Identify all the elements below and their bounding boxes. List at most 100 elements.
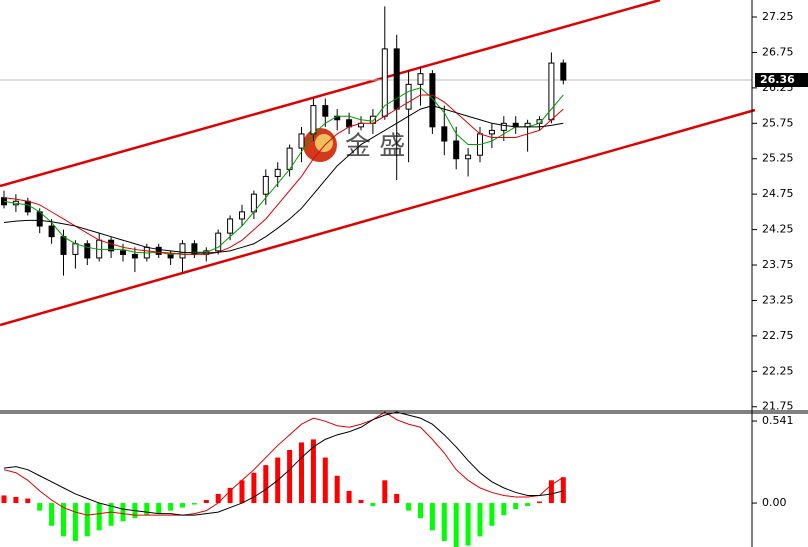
logo-inner bbox=[315, 134, 333, 152]
candle-body bbox=[417, 73, 424, 85]
histogram-bar bbox=[429, 503, 435, 531]
candle-body bbox=[453, 140, 460, 160]
histogram-bar bbox=[382, 480, 388, 504]
histogram-bar bbox=[465, 503, 471, 546]
histogram-bar bbox=[394, 493, 400, 504]
histogram-bar bbox=[441, 503, 447, 541]
y-tick-label: 25.75 bbox=[762, 116, 794, 129]
histogram-bar bbox=[334, 475, 340, 504]
candle-body bbox=[405, 83, 412, 110]
price-label-box bbox=[755, 73, 808, 87]
histogram-bar bbox=[370, 503, 376, 507]
candle-body bbox=[262, 175, 269, 195]
histogram-bar bbox=[453, 503, 459, 547]
indicator-line bbox=[3, 105, 564, 254]
histogram-bar bbox=[191, 503, 197, 505]
histogram-bar bbox=[168, 503, 174, 511]
candle-body bbox=[84, 243, 91, 259]
watermark: 金 盛 bbox=[303, 128, 405, 162]
candle-body bbox=[155, 246, 162, 255]
histogram-bar bbox=[144, 503, 150, 516]
indicator-line bbox=[3, 411, 564, 516]
y-tick-label: 26.75 bbox=[762, 45, 794, 58]
candle-body bbox=[167, 253, 174, 259]
candle-body bbox=[346, 119, 353, 128]
candle-body bbox=[108, 239, 115, 252]
y-tick-label: 0.541 bbox=[762, 414, 794, 427]
histogram-bar bbox=[548, 480, 554, 504]
candle-body bbox=[215, 232, 222, 252]
histogram-bar bbox=[227, 487, 233, 504]
histogram-bar bbox=[477, 503, 483, 537]
y-tick-label: 24.75 bbox=[762, 187, 794, 200]
candle-body bbox=[298, 133, 305, 149]
histogram-bar bbox=[358, 500, 364, 504]
candle-body bbox=[441, 126, 448, 142]
histogram-bar bbox=[263, 465, 269, 504]
histogram-bar bbox=[489, 503, 495, 526]
candle-body bbox=[274, 168, 281, 177]
histogram-bar bbox=[215, 493, 221, 504]
histogram-bar bbox=[560, 477, 566, 504]
candle-body bbox=[429, 73, 436, 128]
histogram-bar bbox=[251, 472, 257, 504]
indicator-line bbox=[3, 94, 564, 255]
y-tick-label: 0.00 bbox=[762, 496, 787, 509]
candle-body bbox=[131, 253, 138, 259]
candle-body bbox=[239, 211, 245, 220]
histogram-bar bbox=[525, 503, 531, 507]
histogram-bar bbox=[322, 457, 328, 504]
y-tick-label: 25.25 bbox=[762, 152, 794, 165]
candle-body bbox=[310, 105, 317, 135]
histogram-bar bbox=[49, 503, 55, 526]
y-tick-label: 22.75 bbox=[762, 329, 794, 342]
histogram-bar bbox=[418, 503, 423, 519]
candle-body bbox=[465, 154, 472, 160]
y-tick-label: 21.75 bbox=[762, 400, 794, 413]
current-price-label: 26.36 bbox=[760, 73, 795, 86]
histogram-bar bbox=[25, 498, 31, 504]
histogram-bar bbox=[120, 503, 126, 522]
y-tick-label: 26.25 bbox=[762, 81, 794, 94]
histogram-bar bbox=[13, 496, 19, 504]
histogram-bar bbox=[180, 503, 185, 508]
y-tick-label: 24.25 bbox=[762, 223, 794, 236]
histogram-bar bbox=[501, 503, 507, 516]
y-tick-label: 23.75 bbox=[762, 258, 794, 271]
candle-body bbox=[322, 105, 329, 117]
histogram-bar bbox=[61, 503, 66, 537]
histogram-bar bbox=[310, 439, 316, 504]
y-tick-label: 22.25 bbox=[762, 364, 794, 377]
histogram-bar bbox=[287, 449, 293, 504]
histogram-bar bbox=[156, 503, 162, 514]
candle-body bbox=[120, 250, 126, 255]
histogram-bar bbox=[537, 501, 542, 504]
histogram-bar bbox=[108, 503, 114, 526]
candle-body bbox=[560, 62, 567, 81]
histogram-bar bbox=[203, 500, 209, 504]
indicator-line bbox=[3, 411, 564, 516]
y-tick-label: 27.25 bbox=[762, 10, 794, 23]
histogram-bar bbox=[406, 503, 412, 511]
channel-top bbox=[0, 0, 661, 188]
indicator-line bbox=[3, 87, 564, 255]
histogram-bar bbox=[239, 480, 245, 504]
histogram-bar bbox=[346, 490, 352, 504]
candle-body bbox=[488, 129, 495, 135]
histogram-bar bbox=[96, 503, 102, 531]
candle-body bbox=[227, 218, 234, 234]
histogram-bar bbox=[1, 495, 7, 504]
candle-body bbox=[72, 243, 79, 255]
candle-body bbox=[48, 225, 55, 238]
candle-body bbox=[24, 200, 31, 213]
histogram-bar bbox=[84, 503, 90, 537]
channel-bottom bbox=[0, 108, 756, 327]
histogram-bar bbox=[513, 503, 519, 510]
histogram-bar bbox=[72, 503, 78, 541]
candle-body bbox=[60, 236, 67, 255]
y-tick-label: 23.25 bbox=[762, 293, 794, 306]
histogram-bar bbox=[299, 442, 304, 504]
histogram-bar bbox=[37, 503, 43, 511]
